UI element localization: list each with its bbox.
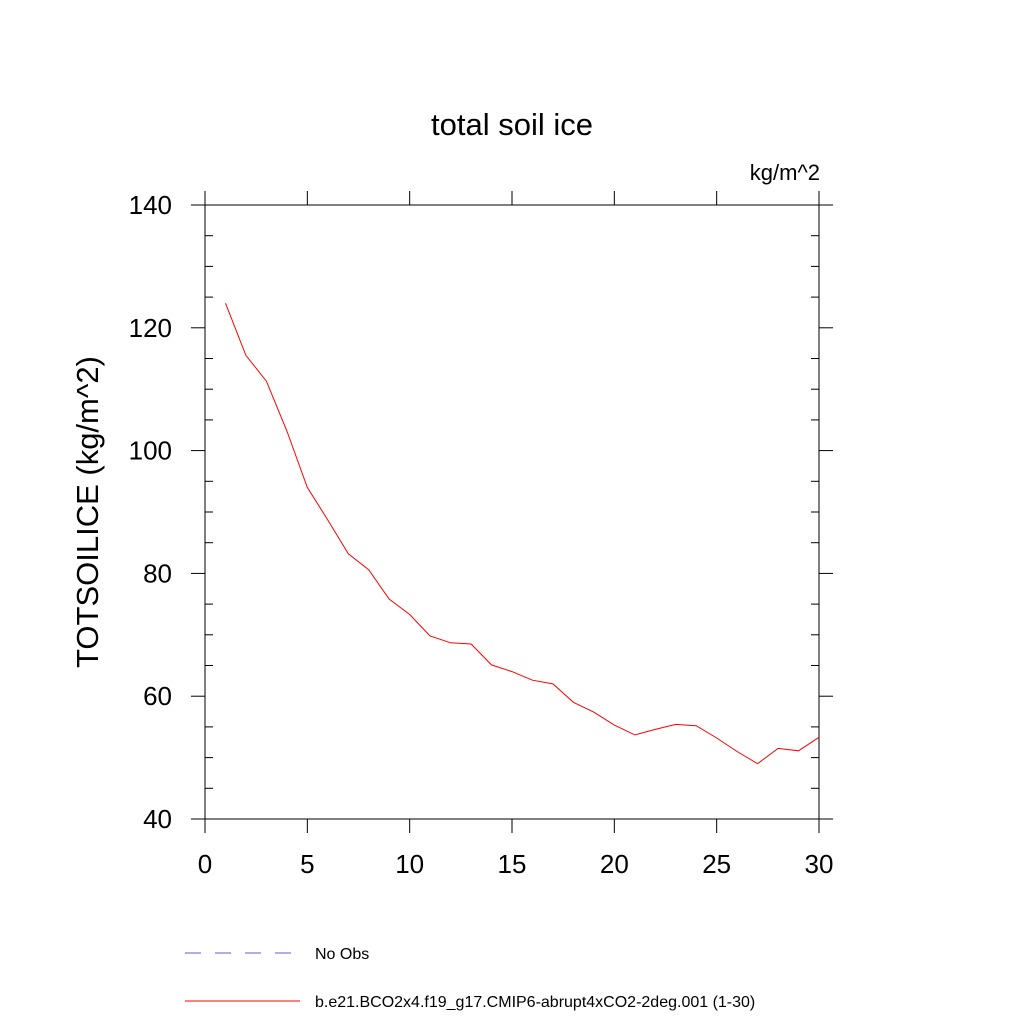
y-axis-ticks: 40 60 80 100 120 140 — [129, 190, 833, 834]
y-axis-label: TOTSOILICE (kg/m^2) — [70, 356, 105, 668]
x-tick-label: 0 — [198, 849, 212, 879]
y-tick-label: 120 — [129, 313, 172, 343]
x-tick-label: 25 — [702, 849, 731, 879]
y-tick-label: 60 — [143, 681, 172, 711]
legend: No Obs b.e21.BCO2x4.f19_g17.CMIP6-abrupt… — [185, 946, 755, 1011]
y-tick-label: 140 — [129, 190, 172, 220]
legend-label-model-run: b.e21.BCO2x4.f19_g17.CMIP6-abrupt4xCO2-2… — [315, 994, 755, 1011]
series-lines — [225, 303, 820, 765]
series-line-1 — [225, 303, 820, 765]
x-tick-label: 5 — [300, 849, 314, 879]
chart-title: total soil ice — [431, 107, 593, 142]
units-label: kg/m^2 — [750, 160, 820, 185]
plot-frame — [204, 204, 820, 820]
y-tick-label: 100 — [129, 436, 172, 466]
x-tick-label: 30 — [805, 849, 834, 879]
x-tick-label: 10 — [395, 849, 424, 879]
y-tick-label: 80 — [143, 558, 172, 588]
x-tick-label: 15 — [498, 849, 527, 879]
legend-label-no-obs: No Obs — [315, 946, 369, 963]
x-axis-ticks: 0 5 10 15 20 25 30 — [198, 191, 834, 879]
x-tick-label: 20 — [600, 849, 629, 879]
y-tick-label: 40 — [143, 804, 172, 834]
